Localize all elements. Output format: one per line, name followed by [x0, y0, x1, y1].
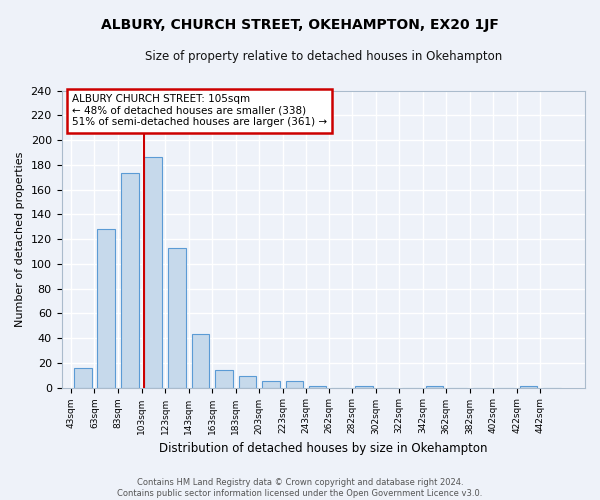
Bar	[308, 386, 326, 388]
Title: Size of property relative to detached houses in Okehampton: Size of property relative to detached ho…	[145, 50, 502, 63]
Bar	[121, 174, 139, 388]
Bar	[215, 370, 233, 388]
Bar	[355, 386, 373, 388]
Bar	[168, 248, 185, 388]
Text: ALBURY, CHURCH STREET, OKEHAMPTON, EX20 1JF: ALBURY, CHURCH STREET, OKEHAMPTON, EX20 …	[101, 18, 499, 32]
Bar	[239, 376, 256, 388]
Bar	[191, 334, 209, 388]
Bar	[286, 382, 303, 388]
Bar	[425, 386, 443, 388]
Bar	[145, 158, 162, 388]
Text: Contains HM Land Registry data © Crown copyright and database right 2024.
Contai: Contains HM Land Registry data © Crown c…	[118, 478, 482, 498]
Y-axis label: Number of detached properties: Number of detached properties	[15, 152, 25, 327]
X-axis label: Distribution of detached houses by size in Okehampton: Distribution of detached houses by size …	[159, 442, 488, 455]
Bar	[74, 368, 92, 388]
Bar	[97, 229, 115, 388]
Text: ALBURY CHURCH STREET: 105sqm
← 48% of detached houses are smaller (338)
51% of s: ALBURY CHURCH STREET: 105sqm ← 48% of de…	[72, 94, 327, 128]
Bar	[262, 382, 280, 388]
Bar	[520, 386, 538, 388]
